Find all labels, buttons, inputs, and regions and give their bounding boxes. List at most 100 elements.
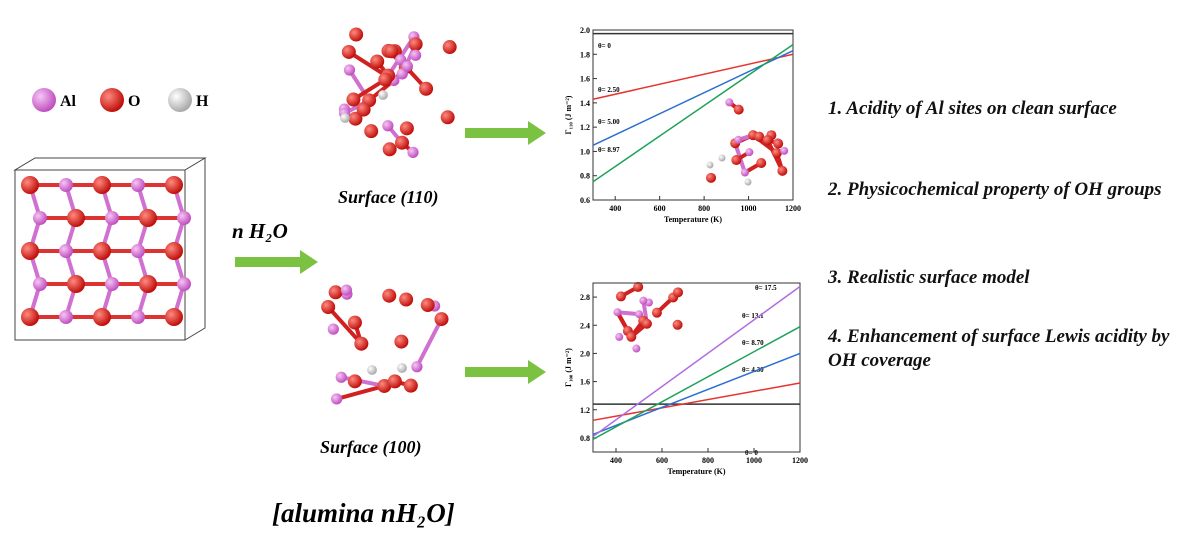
box-edge xyxy=(184,158,206,341)
o-atom xyxy=(378,72,393,87)
o-atom xyxy=(733,104,744,115)
al-atom xyxy=(327,323,339,335)
o-atom xyxy=(641,318,652,329)
al-atom xyxy=(410,49,422,61)
box-edge xyxy=(14,169,186,341)
plot-frame xyxy=(592,282,801,453)
o-atom xyxy=(672,319,683,330)
al-atom xyxy=(59,310,73,324)
crystal xyxy=(13,157,207,341)
h-atom xyxy=(397,363,407,373)
x-tick-label: 400 xyxy=(610,456,622,465)
y-tick-label: 1.0 xyxy=(580,147,590,156)
series-label: θ= 2.50 xyxy=(598,86,620,94)
al-atom xyxy=(615,332,624,341)
point: 1. Acidity of Al sites on clean surface xyxy=(828,98,1117,119)
h-ball xyxy=(168,88,192,112)
y-tick-label: 2.8 xyxy=(580,293,590,302)
o-atom xyxy=(21,308,39,326)
x-tick-label: 600 xyxy=(656,456,668,465)
o-atom xyxy=(384,44,399,59)
al-atom xyxy=(745,148,754,157)
o-atom xyxy=(615,291,626,302)
o-atom xyxy=(165,242,183,260)
x-tick-label: 800 xyxy=(702,456,714,465)
series-line xyxy=(592,285,801,438)
o-atom xyxy=(321,299,336,314)
o-atom xyxy=(403,378,418,393)
o-atom xyxy=(67,209,85,227)
series-label: θ= 17.5 xyxy=(755,284,777,292)
bond xyxy=(415,318,444,368)
y-tick-label: 0.6 xyxy=(580,196,590,205)
o-atom xyxy=(773,138,784,149)
al-atom xyxy=(105,277,119,291)
o-atom xyxy=(348,111,363,126)
al-ball xyxy=(32,88,56,112)
y-axis-label: Γ₁₀₀ (J m⁻²) xyxy=(564,348,573,387)
h-atom xyxy=(367,365,377,375)
o-atom xyxy=(387,374,402,389)
y-tick-label: 1.4 xyxy=(580,99,590,108)
o-atom xyxy=(382,142,397,157)
o-atom xyxy=(626,331,637,342)
x-tick-label: 800 xyxy=(698,204,710,213)
o-atom xyxy=(165,308,183,326)
al-atom xyxy=(411,361,423,373)
o-atom xyxy=(408,37,423,52)
o-atom xyxy=(354,336,369,351)
series-label: θ= 8.97 xyxy=(598,146,620,154)
x-tick-label: 1000 xyxy=(741,204,757,213)
x-tick-label: 400 xyxy=(609,204,621,213)
al-atom xyxy=(632,344,641,353)
o-atom xyxy=(399,292,414,307)
series-line xyxy=(592,382,801,422)
al-atom xyxy=(131,310,145,324)
molecules xyxy=(321,27,789,405)
point: 3. Realistic surface model xyxy=(828,267,1030,288)
series-label: θ= 13.1 xyxy=(742,312,764,320)
y-tick-label: 1.2 xyxy=(580,406,590,415)
legend-label: O xyxy=(128,93,140,110)
surface-label: Surface (110) xyxy=(338,187,439,208)
al-atom xyxy=(340,284,352,296)
o-atom xyxy=(377,378,392,393)
y-tick-label: 0.8 xyxy=(580,434,590,443)
al-atom xyxy=(33,211,47,225)
point: 2. Physicochemical property of OH groups xyxy=(828,179,1162,200)
x-tick-label: 1000 xyxy=(746,456,762,465)
o-atom xyxy=(633,281,644,292)
h-atom xyxy=(340,113,350,123)
o-atom xyxy=(440,110,455,125)
al-atom xyxy=(335,371,347,383)
o-atom xyxy=(673,287,684,298)
box-edge xyxy=(13,157,207,171)
h-atom xyxy=(718,154,726,162)
o-atom xyxy=(364,124,379,139)
al-atom xyxy=(780,146,789,155)
series-line xyxy=(592,53,794,100)
al-atom xyxy=(407,146,419,158)
footer-label: [alumina nH₂O] xyxy=(272,498,455,528)
series-line xyxy=(592,325,801,440)
arrow xyxy=(465,121,546,145)
point: 4. Enhancement of surface Lewis acidity … xyxy=(828,326,1170,371)
o-atom xyxy=(762,135,773,146)
al-atom xyxy=(639,296,648,305)
o-atom xyxy=(21,176,39,194)
series-label: θ= 8.70 xyxy=(742,339,764,347)
o-atom xyxy=(419,81,434,96)
series-label: θ= 4.30 xyxy=(742,366,764,374)
series-line xyxy=(592,43,794,183)
o-atom xyxy=(756,157,767,168)
o-atom xyxy=(395,135,410,150)
y-axis-label: Γ₁₁₀ (J m⁻²) xyxy=(564,95,573,134)
o-atom xyxy=(382,288,397,303)
al-atom xyxy=(734,135,743,144)
al-atom xyxy=(33,277,47,291)
o-atom xyxy=(341,44,356,59)
x-axis-label: Temperature (K) xyxy=(664,215,722,224)
o-atom xyxy=(346,92,361,107)
o-atom xyxy=(347,315,362,330)
